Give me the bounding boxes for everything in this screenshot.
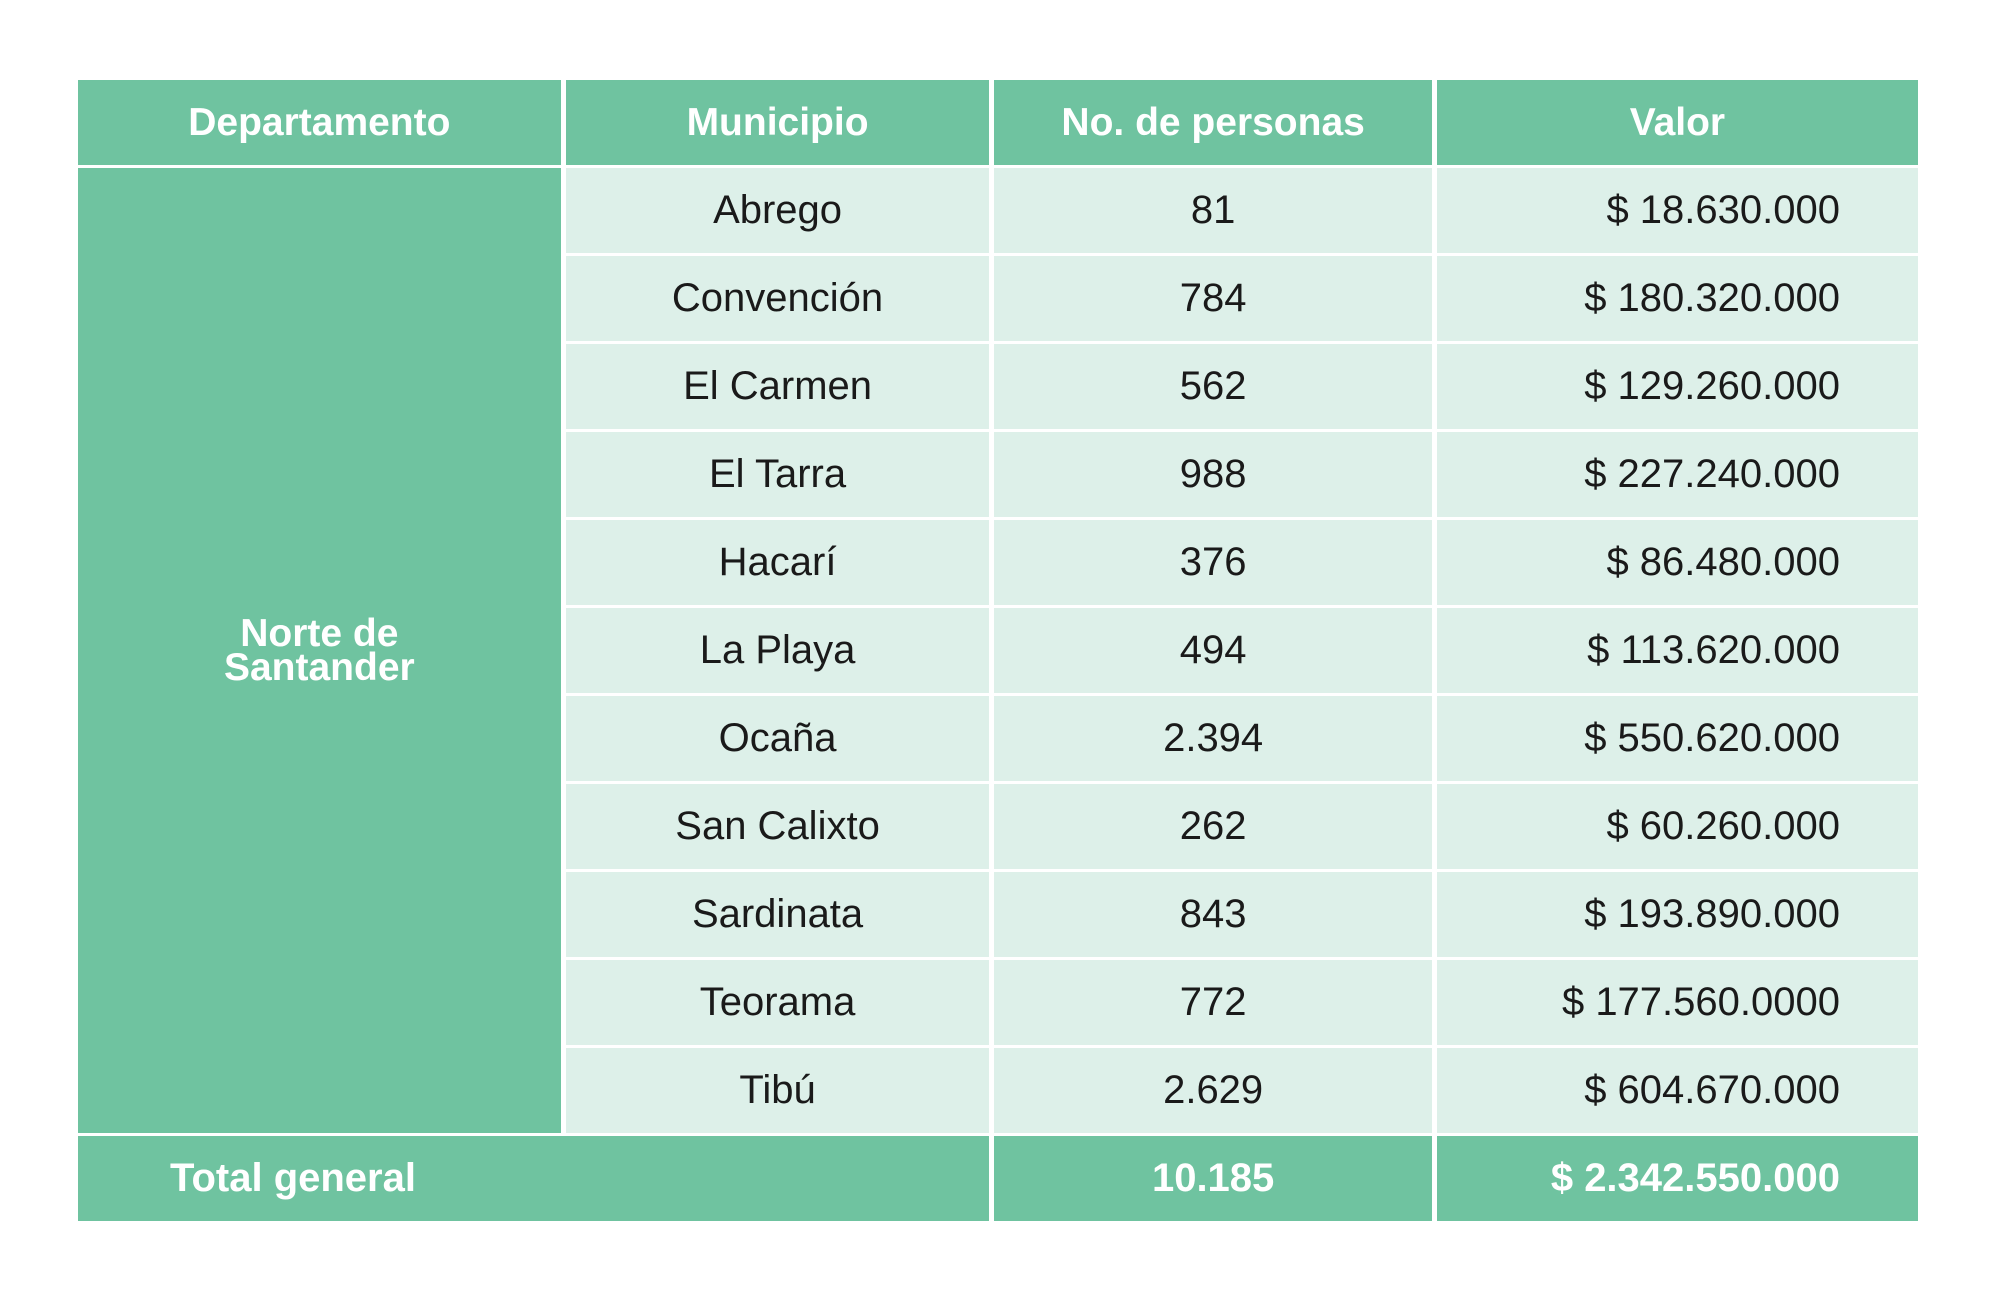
- valor-cell: $ 113.620.000: [1436, 608, 1918, 693]
- municipio-cell: Hacarí: [565, 520, 990, 605]
- personas-cell: 988: [994, 432, 1432, 517]
- table-row: El Carmen 562 $ 129.260.000: [78, 344, 1918, 429]
- table-body: Norte de Santander Abrego 81 $ 18.630.000 Co…: [78, 168, 1918, 1221]
- valor-cell: $ 604.670.000: [1436, 1048, 1918, 1133]
- total-label: Total general: [78, 1136, 990, 1221]
- municipio-cell: Convención: [565, 256, 990, 341]
- valor-cell: $ 60.260.000: [1436, 784, 1918, 869]
- personas-cell: 562: [994, 344, 1432, 429]
- personas-cell: 494: [994, 608, 1432, 693]
- table-row: Tibú 2.629 $ 604.670.000: [78, 1048, 1918, 1133]
- municipio-cell: Teorama: [565, 960, 990, 1045]
- personas-cell: 81: [994, 168, 1432, 253]
- header-valor: Valor: [1436, 80, 1918, 165]
- table-row: El Tarra 988 $ 227.240.000: [78, 432, 1918, 517]
- table-row: Teorama 772 $ 177.560.0000: [78, 960, 1918, 1045]
- personas-cell: 2.394: [994, 696, 1432, 781]
- data-table: Departamento Municipio No. de personas V…: [73, 77, 1923, 1224]
- personas-cell: 772: [994, 960, 1432, 1045]
- municipio-cell: Ocaña: [565, 696, 990, 781]
- table-row: Norte de Santander Abrego 81 $ 18.630.000: [78, 168, 1918, 1133]
- personas-cell: 376: [994, 520, 1432, 605]
- valor-cell: $ 86.480.000: [1436, 520, 1918, 605]
- header-row: Departamento Municipio No. de personas V…: [78, 80, 1918, 165]
- personas-cell: 843: [994, 872, 1432, 957]
- table-row: Ocaña 2.394 $ 550.620.000: [78, 696, 1918, 781]
- table-row: Sardinata 843 $ 193.890.000: [78, 872, 1918, 957]
- header-municipio: Municipio: [565, 80, 990, 165]
- valor-cell: $ 193.890.000: [1436, 872, 1918, 957]
- valor-cell: $ 177.560.0000: [1436, 960, 1918, 1045]
- table-row: Convención 784 $ 180.320.000: [78, 256, 1918, 341]
- total-personas: 10.185: [994, 1136, 1432, 1221]
- municipio-cell: Sardinata: [565, 872, 990, 957]
- personas-cell: 262: [994, 784, 1432, 869]
- table-row: La Playa 494 $ 113.620.000: [78, 608, 1918, 693]
- personas-cell: 2.629: [994, 1048, 1432, 1133]
- table-row: San Calixto 262 $ 60.260.000: [78, 784, 1918, 869]
- valor-cell: $ 18.630.000: [1436, 168, 1918, 253]
- valor-cell: $ 129.260.000: [1436, 344, 1918, 429]
- municipio-cell: El Tarra: [565, 432, 990, 517]
- table-container: Departamento Municipio No. de personas V…: [78, 80, 1923, 1225]
- total-row: Total general 10.185 $ 2.342.550.000: [78, 1136, 1918, 1221]
- municipio-cell: El Carmen: [565, 344, 990, 429]
- valor-cell: $ 180.320.000: [1436, 256, 1918, 341]
- municipio-cell: La Playa: [565, 608, 990, 693]
- personas-cell: 784: [994, 256, 1432, 341]
- table-row: Hacarí 376 $ 86.480.000: [78, 520, 1918, 605]
- total-valor: $ 2.342.550.000: [1436, 1136, 1918, 1221]
- department-cell: Norte de Santander: [78, 168, 561, 1133]
- header-departamento: Departamento: [78, 80, 561, 165]
- municipio-cell: San Calixto: [565, 784, 990, 869]
- department-label: Norte de Santander: [223, 611, 415, 689]
- header-personas: No. de personas: [994, 80, 1432, 165]
- valor-cell: $ 227.240.000: [1436, 432, 1918, 517]
- municipio-cell: Abrego: [565, 168, 990, 253]
- valor-cell: $ 550.620.000: [1436, 696, 1918, 781]
- municipio-cell: Tibú: [565, 1048, 990, 1133]
